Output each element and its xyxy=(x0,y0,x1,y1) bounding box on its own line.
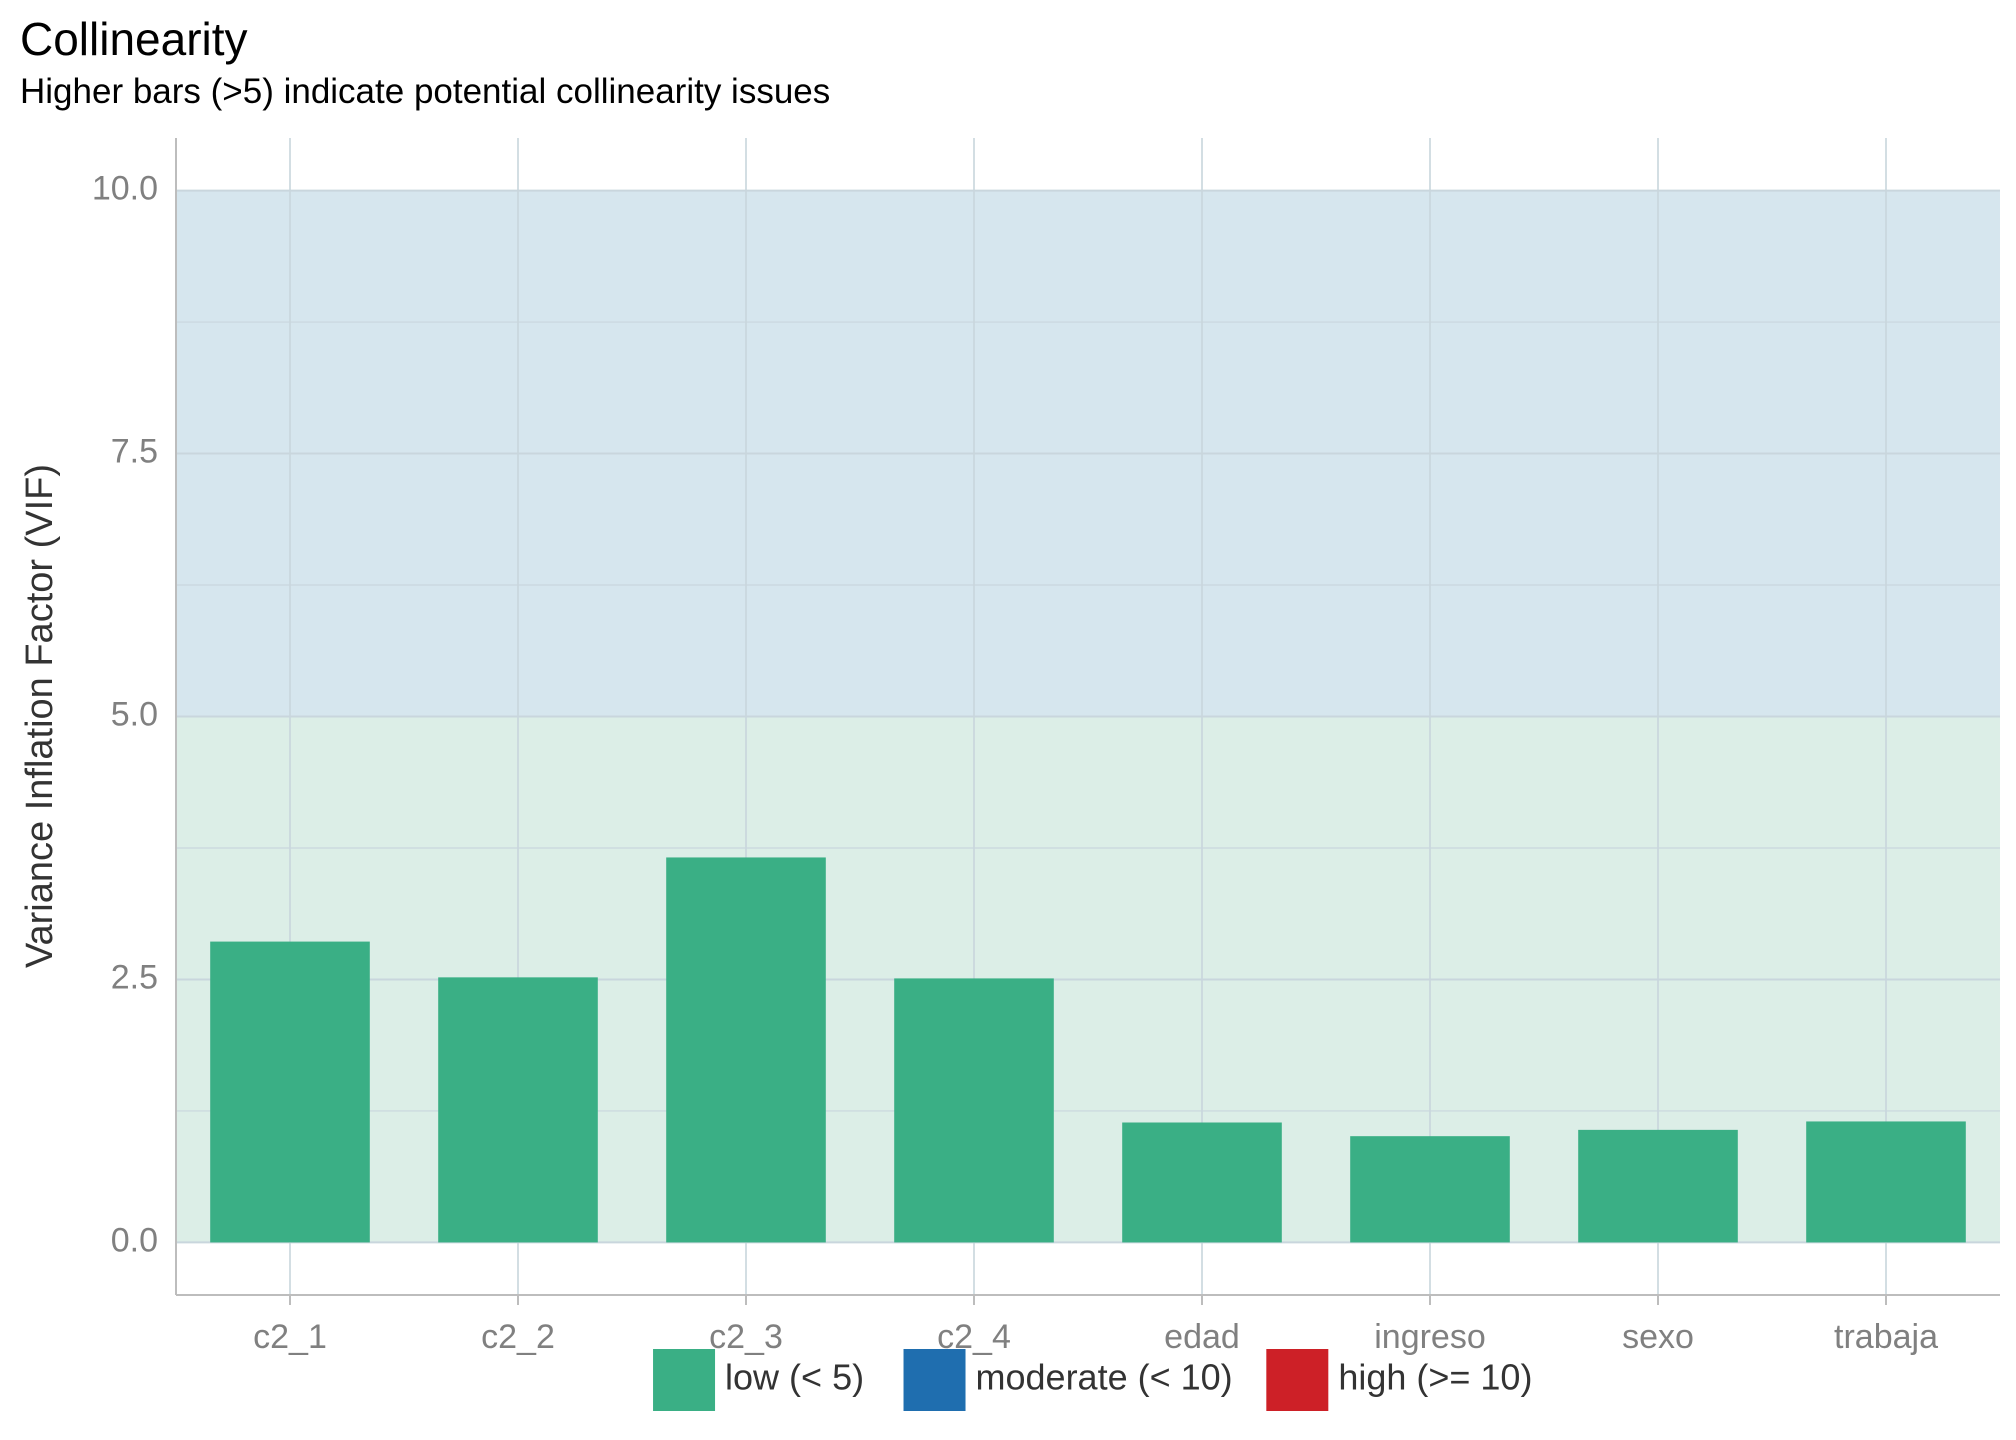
legend: low (< 5) moderate (< 10) high (>= 10) xyxy=(653,1349,1532,1411)
bars xyxy=(210,857,1966,1243)
bar-c2_2 xyxy=(438,977,598,1243)
x-tick-label: ingreso xyxy=(1374,1318,1486,1356)
bar-c2_3 xyxy=(666,857,826,1243)
y-tick-label: 7.5 xyxy=(111,433,158,471)
x-tick-label: sexo xyxy=(1622,1318,1694,1356)
legend-label-moderate: moderate (< 10) xyxy=(976,1357,1233,1398)
legend-label-low: low (< 5) xyxy=(725,1357,864,1398)
x-tick-label: trabaja xyxy=(1834,1318,1938,1356)
x-tick-label: edad xyxy=(1164,1318,1240,1356)
bar-trabaja xyxy=(1806,1121,1966,1243)
legend-swatch-moderate xyxy=(903,1349,966,1411)
bar-c2_1 xyxy=(210,941,370,1243)
y-tick-labels: 0.0 2.5 5.0 7.5 10.0 xyxy=(92,170,158,1260)
y-tick-label: 10.0 xyxy=(92,170,158,208)
bar-c2_4 xyxy=(894,978,1054,1243)
chart-subtitle: Higher bars (>5) indicate potential coll… xyxy=(20,72,831,111)
x-tick-label: c2_2 xyxy=(481,1318,555,1356)
bar-ingreso xyxy=(1350,1136,1510,1243)
legend-label-high: high (>= 10) xyxy=(1338,1357,1532,1398)
x-tick-labels: c2_1 c2_2 c2_3 c2_4 edad ingreso sexo trabaja xyxy=(253,1295,1938,1356)
bar-sexo xyxy=(1578,1129,1738,1243)
y-tick-label: 5.0 xyxy=(111,695,158,733)
axes xyxy=(175,138,2000,1296)
y-tick-label: 0.0 xyxy=(111,1221,158,1259)
y-axis-title: Variance Inflation Factor (VIF) xyxy=(19,464,61,968)
x-tick-label: c2_3 xyxy=(709,1318,783,1356)
chart-title: Collinearity xyxy=(20,13,248,65)
y-tick-label: 2.5 xyxy=(111,958,158,996)
legend-swatch-low xyxy=(653,1349,716,1411)
x-tick-label: c2_1 xyxy=(253,1318,327,1356)
legend-swatch-high xyxy=(1266,1349,1329,1411)
bar-edad xyxy=(1122,1122,1282,1243)
